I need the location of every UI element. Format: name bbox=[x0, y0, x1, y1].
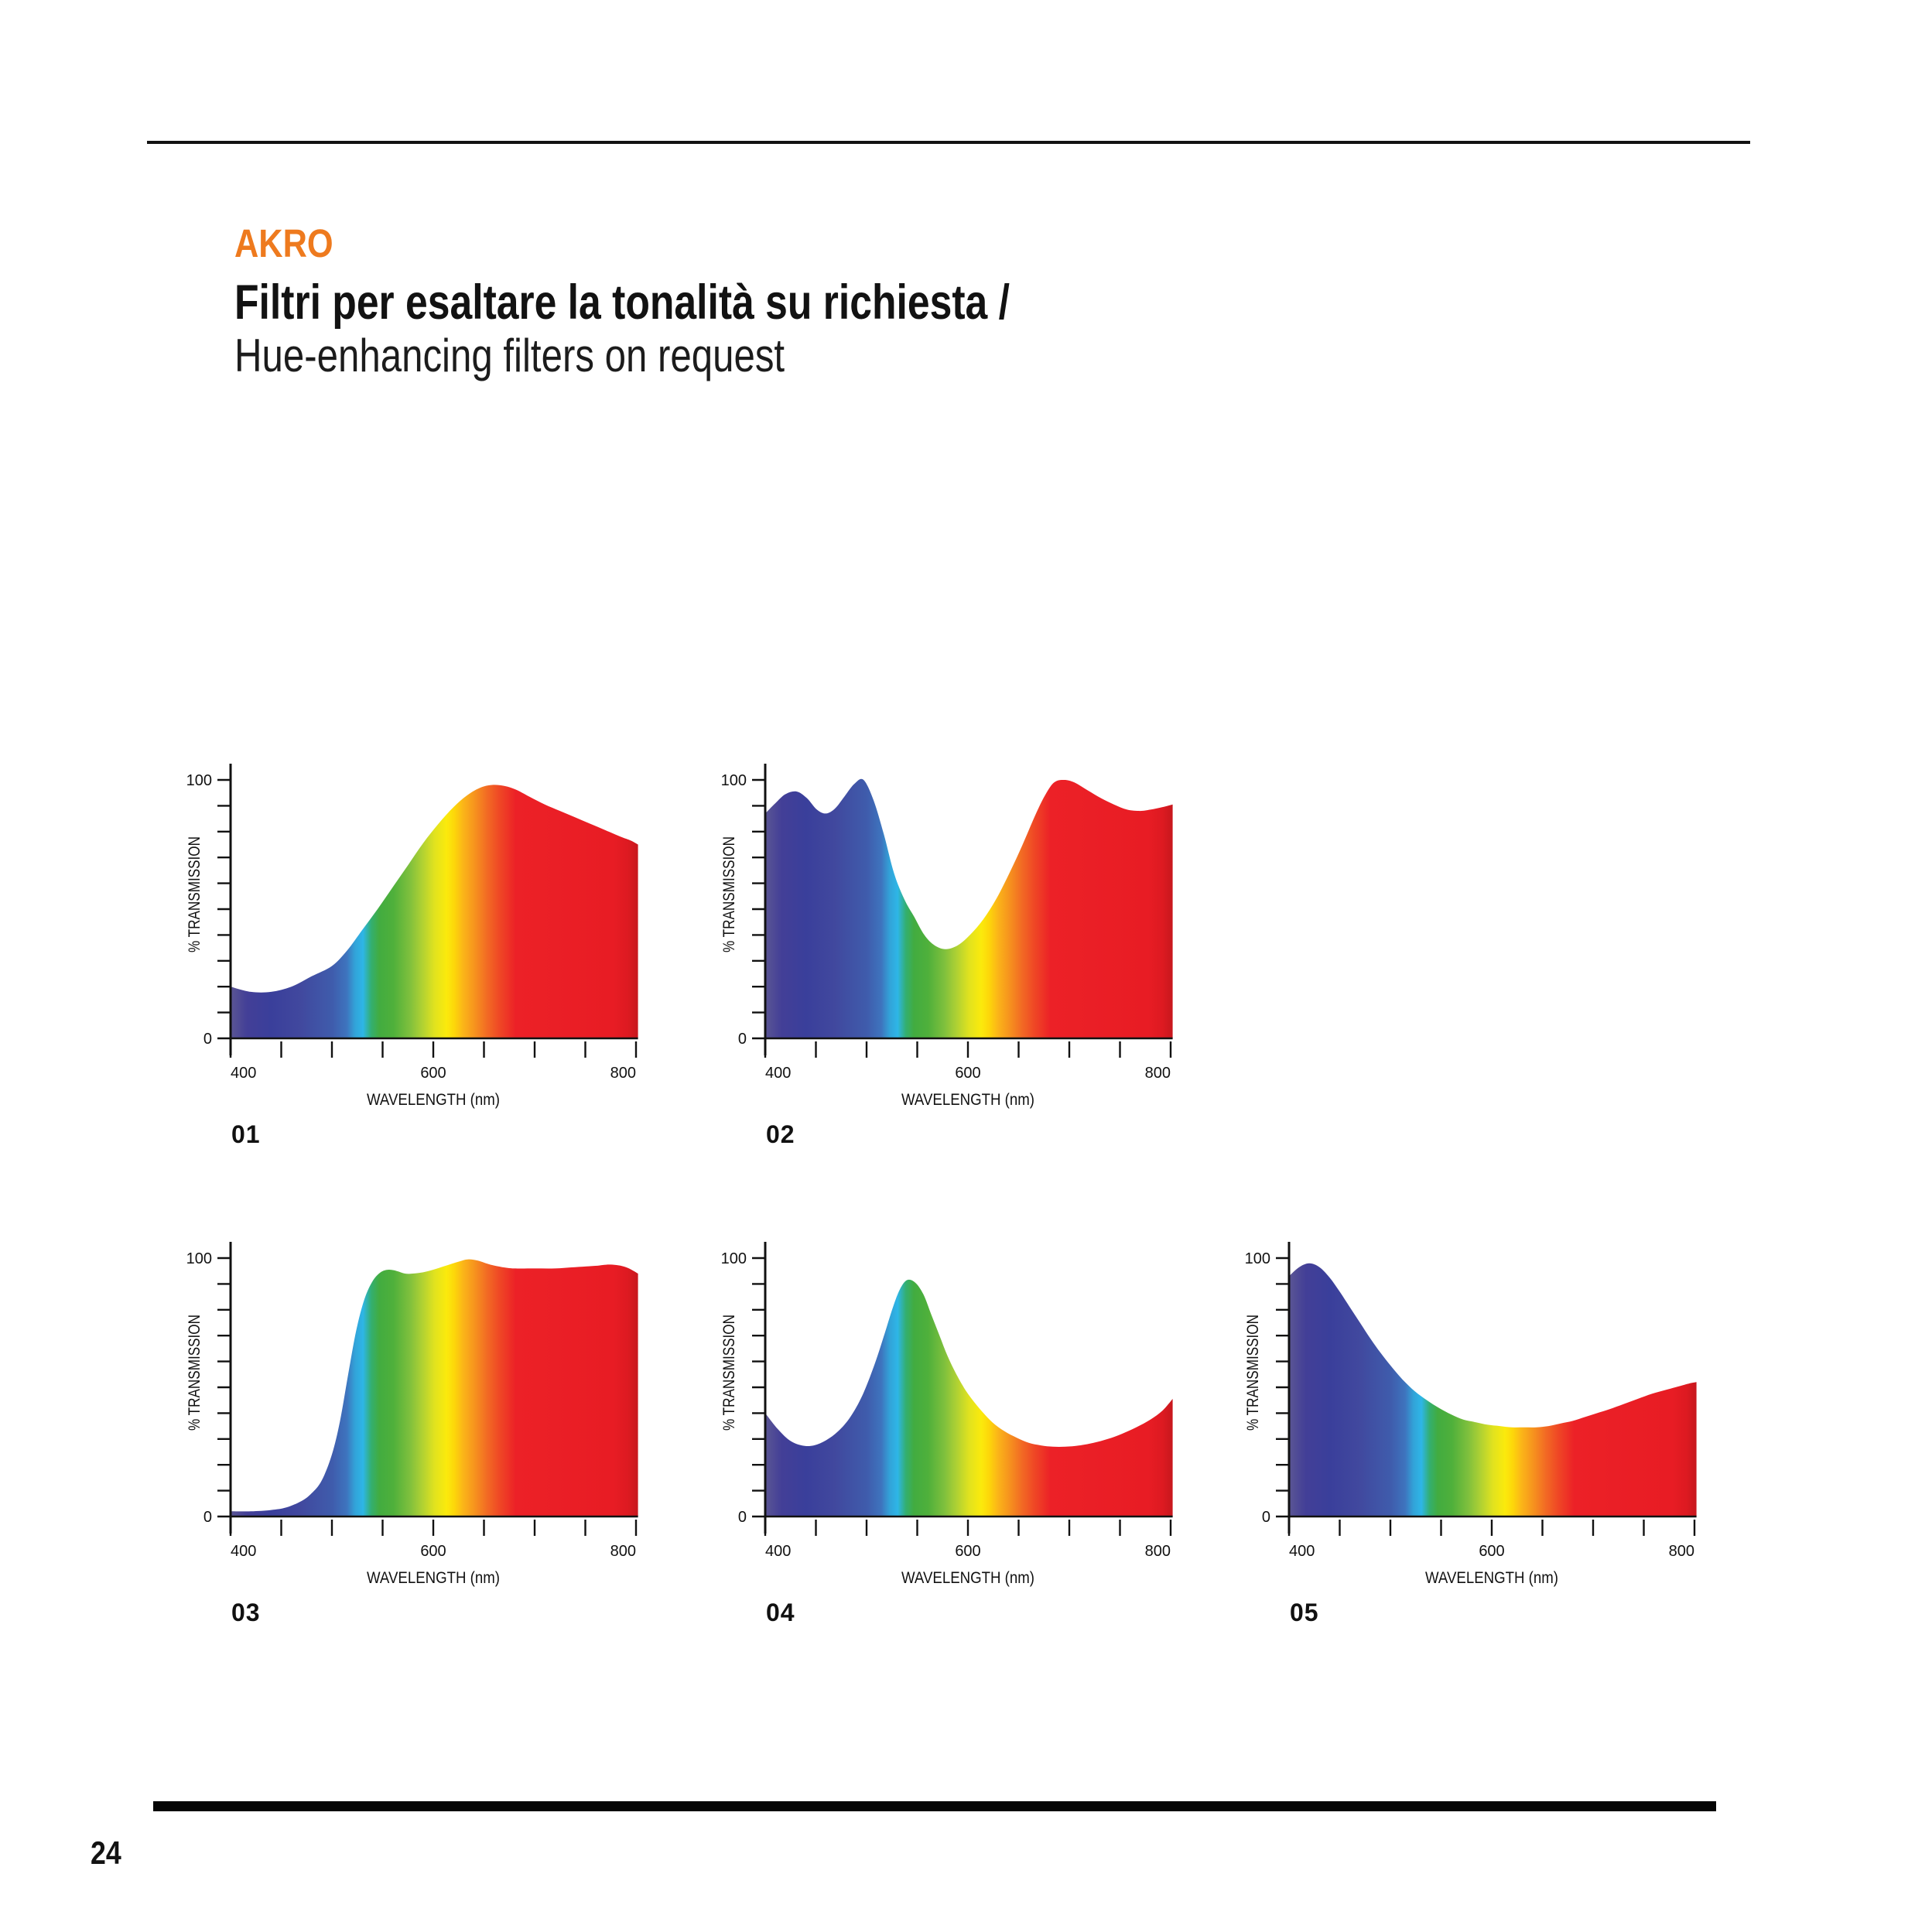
y-axis-title: % TRANSMISSION bbox=[720, 836, 738, 952]
transmission-chart-04: 100 0 400 600 800 % TRANSMISSION WAVELENGTH (n… bbox=[711, 1172, 1206, 1636]
x-tick-label: 400 bbox=[231, 1065, 256, 1082]
y-axis-max-label: 100 bbox=[186, 772, 212, 789]
y-axis-max-label: 100 bbox=[1245, 1250, 1270, 1267]
x-tick-label: 400 bbox=[765, 1543, 791, 1560]
y-axis-min-label: 0 bbox=[203, 1509, 212, 1526]
x-tick-label: 800 bbox=[1669, 1543, 1694, 1560]
spectrum-area bbox=[765, 1279, 1173, 1517]
transmission-chart-02-svg: 100 0 400 600 800 % TRANSMISSION WAVELENGTH (n… bbox=[720, 764, 1173, 1148]
page-title-english-text: Hue-enhancing filters on request bbox=[234, 330, 785, 381]
spectrum-area bbox=[231, 785, 638, 1038]
chart-number: 04 bbox=[766, 1599, 795, 1626]
y-axis-min-label: 0 bbox=[738, 1031, 747, 1048]
y-axis-max-label: 100 bbox=[721, 1250, 747, 1267]
transmission-chart-01: 100 0 400 600 800 % TRANSMISSION WAVELENGTH (n… bbox=[176, 694, 672, 1158]
x-axis-title: WAVELENGTH (nm) bbox=[1425, 1569, 1558, 1587]
spectrum-area bbox=[765, 778, 1173, 1038]
y-axis-max-label: 100 bbox=[186, 1250, 212, 1267]
x-tick-label: 800 bbox=[1145, 1065, 1171, 1082]
transmission-chart-04-svg: 100 0 400 600 800 % TRANSMISSION WAVELENGTH (n… bbox=[720, 1242, 1173, 1626]
page-number-text: 24 bbox=[91, 1835, 121, 1871]
brand-title-text: AKRO bbox=[234, 221, 333, 265]
x-tick-label: 400 bbox=[1289, 1543, 1315, 1560]
transmission-chart-05: 100 0 400 600 800 % TRANSMISSION WAVELENGTH (n… bbox=[1235, 1172, 1730, 1636]
x-tick-label: 600 bbox=[955, 1543, 980, 1560]
chart-number: 03 bbox=[231, 1599, 261, 1626]
x-tick-label: 600 bbox=[420, 1065, 446, 1082]
x-axis-title: WAVELENGTH (nm) bbox=[367, 1091, 500, 1109]
x-tick-label: 800 bbox=[1145, 1543, 1171, 1560]
x-tick-label: 400 bbox=[765, 1065, 791, 1082]
y-axis-max-label: 100 bbox=[721, 772, 747, 789]
y-axis-min-label: 0 bbox=[203, 1031, 212, 1048]
x-tick-label: 800 bbox=[610, 1065, 636, 1082]
y-axis-title: % TRANSMISSION bbox=[1244, 1315, 1262, 1431]
spectrum-area bbox=[231, 1259, 638, 1517]
x-axis-title: WAVELENGTH (nm) bbox=[901, 1569, 1034, 1587]
x-axis-title: WAVELENGTH (nm) bbox=[367, 1569, 500, 1587]
page-title-italian: Filtri per esaltare la tonalità su richi… bbox=[234, 279, 1180, 327]
page-title-english: Hue-enhancing filters on request bbox=[234, 333, 905, 379]
transmission-chart-01-svg: 100 0 400 600 800 % TRANSMISSION WAVELENGTH (n… bbox=[186, 764, 638, 1148]
brand-title: AKRO bbox=[234, 224, 350, 263]
spectrum-area bbox=[1289, 1263, 1697, 1517]
top-rule bbox=[147, 141, 1750, 144]
x-tick-label: 600 bbox=[955, 1065, 980, 1082]
chart-number: 05 bbox=[1290, 1599, 1319, 1626]
y-axis-title: % TRANSMISSION bbox=[186, 1315, 203, 1431]
transmission-chart-03-svg: 100 0 400 600 800 % TRANSMISSION WAVELENGTH (n… bbox=[186, 1242, 638, 1626]
x-tick-label: 600 bbox=[420, 1543, 446, 1560]
x-tick-label: 600 bbox=[1479, 1543, 1504, 1560]
y-axis-title: % TRANSMISSION bbox=[186, 836, 203, 952]
transmission-chart-02: 100 0 400 600 800 % TRANSMISSION WAVELENGTH (n… bbox=[711, 694, 1206, 1158]
x-tick-label: 800 bbox=[610, 1543, 636, 1560]
page-number: 24 bbox=[91, 1837, 127, 1869]
y-axis-title: % TRANSMISSION bbox=[720, 1315, 738, 1431]
y-axis-min-label: 0 bbox=[1262, 1509, 1270, 1526]
chart-number: 01 bbox=[231, 1120, 261, 1148]
page-title-italian-text: Filtri per esaltare la tonalità su richi… bbox=[234, 275, 1010, 330]
transmission-chart-03: 100 0 400 600 800 % TRANSMISSION WAVELENGTH (n… bbox=[176, 1172, 672, 1636]
y-axis-min-label: 0 bbox=[738, 1509, 747, 1526]
chart-number: 02 bbox=[766, 1120, 795, 1148]
transmission-chart-05-svg: 100 0 400 600 800 % TRANSMISSION WAVELENGTH (n… bbox=[1244, 1242, 1697, 1626]
x-axis-title: WAVELENGTH (nm) bbox=[901, 1091, 1034, 1109]
footer-rule bbox=[153, 1801, 1716, 1811]
x-tick-label: 400 bbox=[231, 1543, 256, 1560]
